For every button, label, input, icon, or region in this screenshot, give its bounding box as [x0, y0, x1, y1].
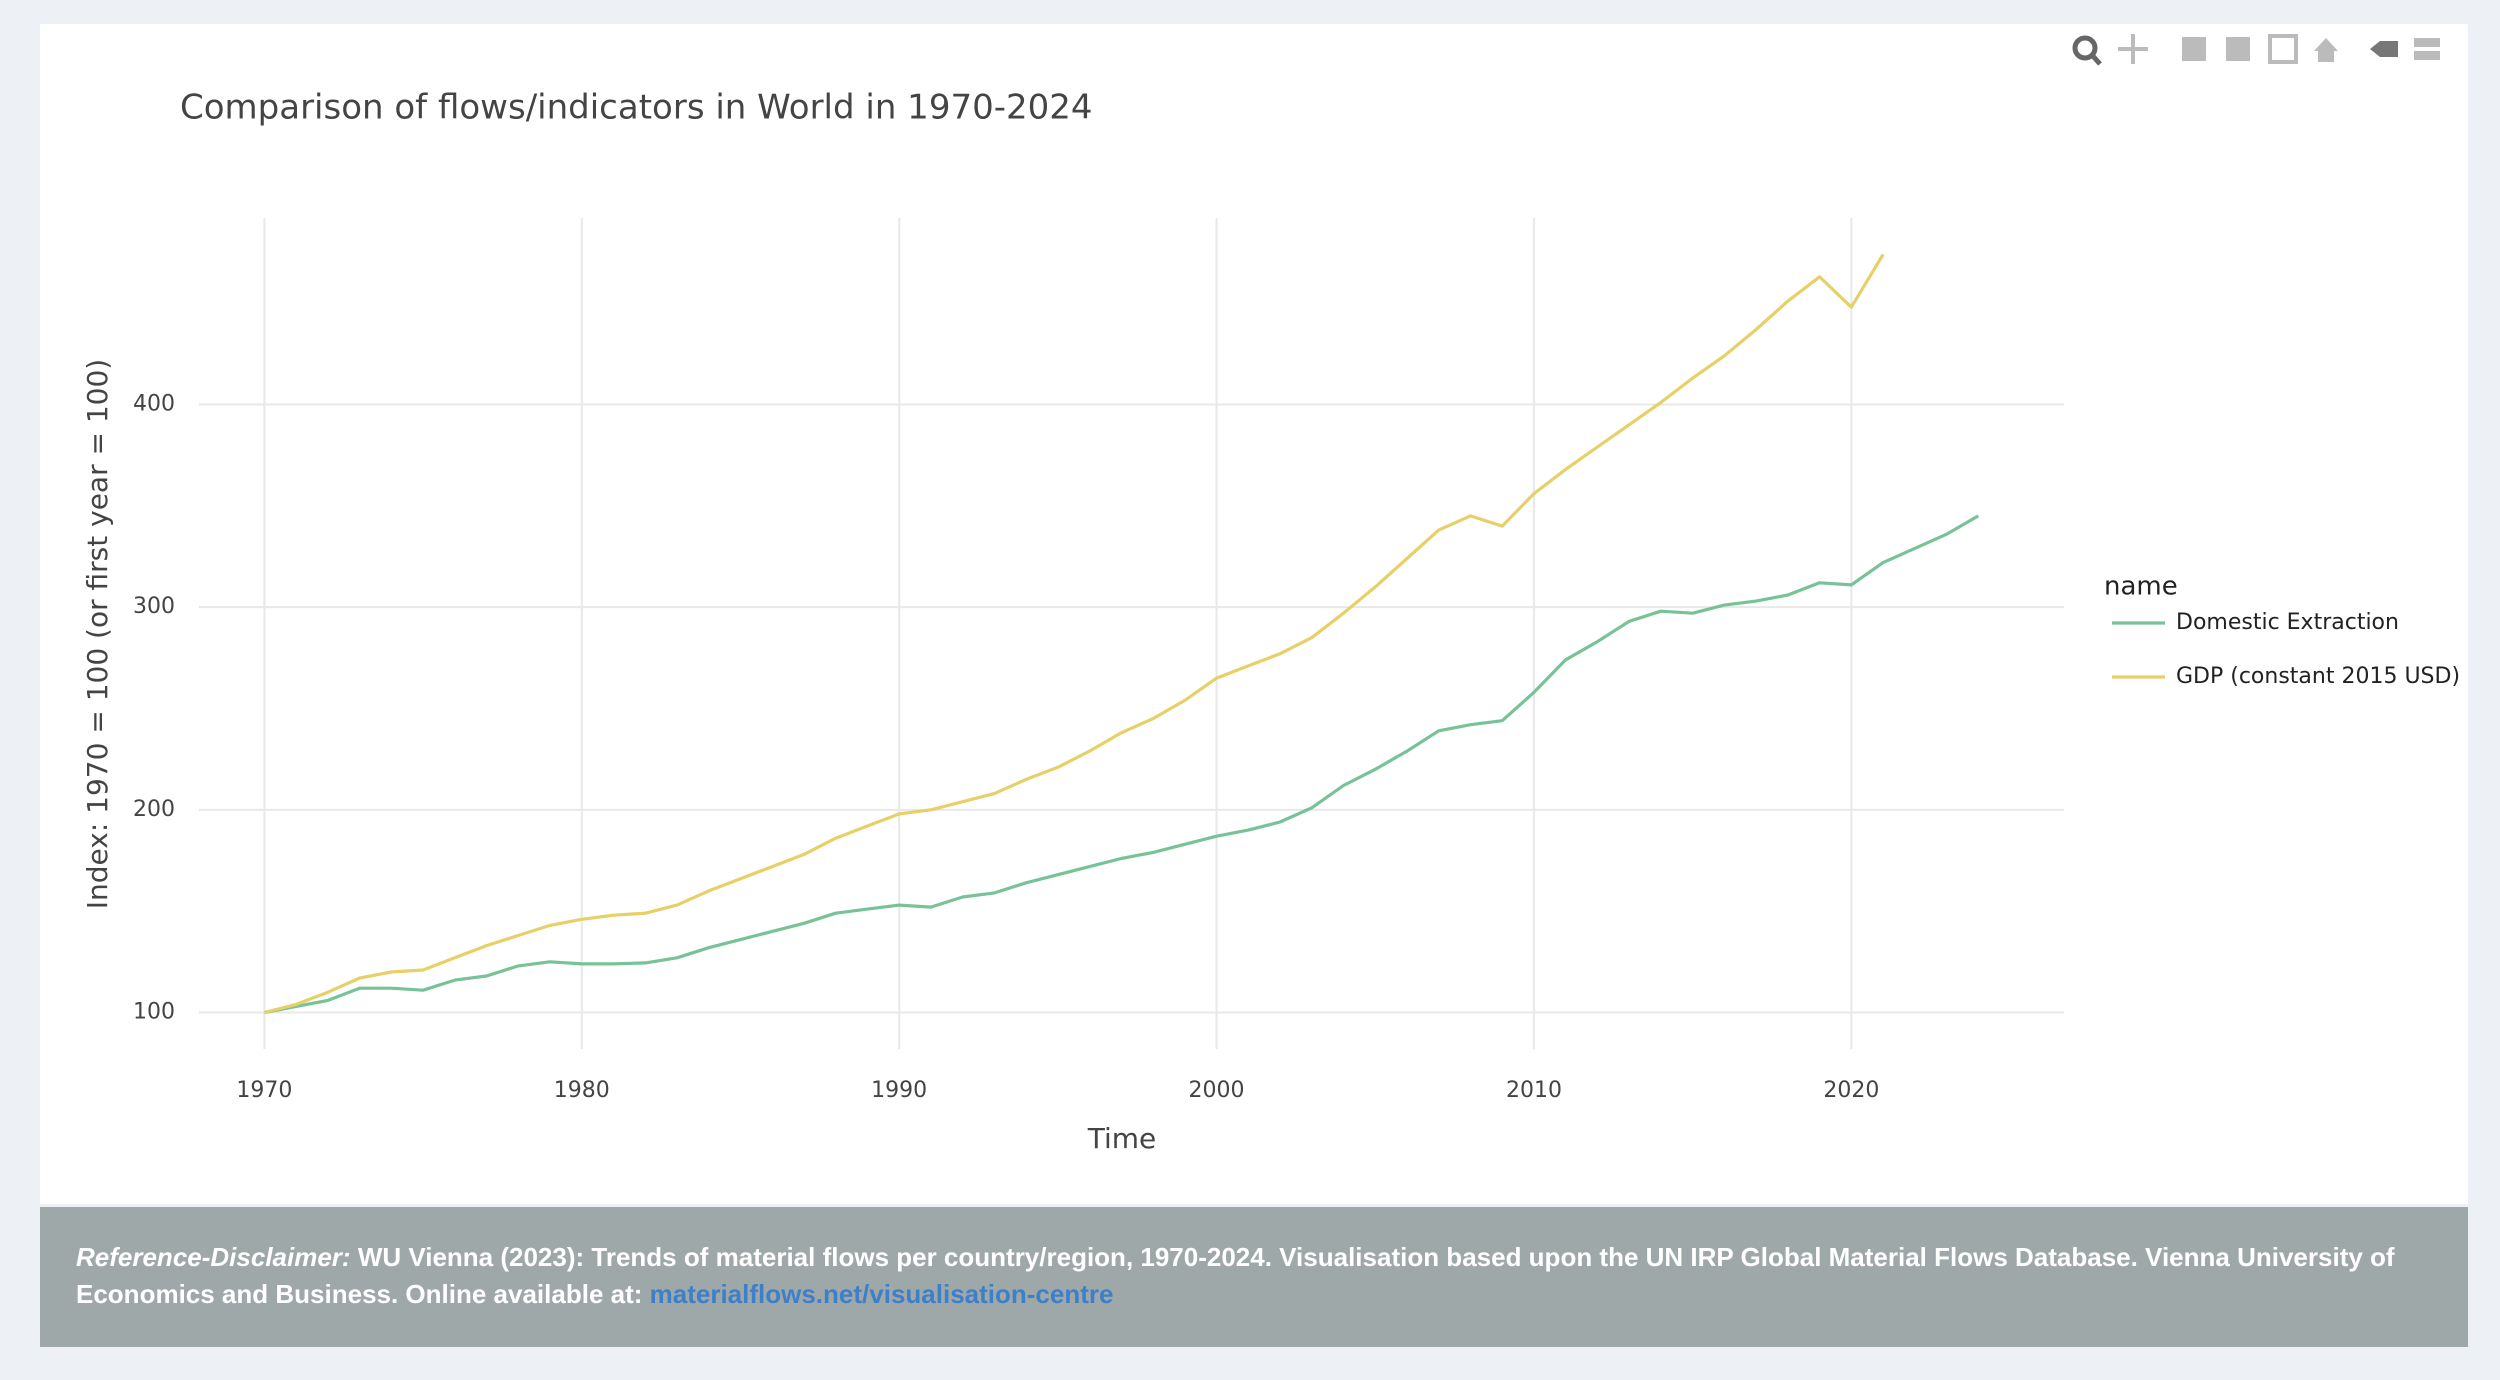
disclaimer-text: WU Vienna (2023): Trends of material flo…	[76, 1242, 2395, 1309]
legend-label: Domestic Extraction	[2176, 610, 2399, 635]
x-tick-label: 2010	[1506, 1078, 1562, 1103]
compare-button[interactable]	[2414, 38, 2440, 60]
x-tick-label: 1980	[554, 1078, 610, 1103]
modebar	[2072, 34, 2440, 66]
x-axis-title: Time	[1087, 1122, 1157, 1155]
legend-label: GDP (constant 2015 USD)	[2176, 664, 2460, 689]
y-tick-label: 400	[133, 391, 175, 416]
x-tick-label: 2000	[1189, 1078, 1245, 1103]
chart: Comparison of flows/indicators in World …	[81, 34, 2460, 1155]
disclaimer-link[interactable]: materialflows.net/visualisation-centre	[649, 1279, 1114, 1309]
x-tick-label: 1970	[236, 1078, 292, 1103]
y-tick-label: 200	[133, 797, 175, 822]
series-line	[264, 514, 1980, 1015]
zoom-button[interactable]	[2072, 35, 2102, 66]
zoom-in-button[interactable]	[2182, 37, 2206, 61]
chart-panel: Comparison of flows/indicators in World …	[40, 24, 2468, 1204]
x-tick-label: 1990	[871, 1078, 927, 1103]
pan-button[interactable]	[2118, 34, 2148, 64]
zoom-out-button[interactable]	[2226, 37, 2250, 61]
legend-title: name	[2104, 572, 2178, 602]
disclaimer: Reference-Disclaimer: WU Vienna (2023): …	[40, 1207, 2468, 1347]
reset-button[interactable]	[2314, 38, 2338, 62]
autoscale-button[interactable]	[2268, 34, 2298, 64]
chart-title: Comparison of flows/indicators in World …	[180, 88, 1093, 128]
x-tick-label: 2020	[1823, 1078, 1879, 1103]
series-line	[264, 253, 1885, 1015]
y-axis-title: Index: 1970 = 100 (or first year = 100)	[81, 359, 114, 909]
y-tick-label: 300	[133, 594, 175, 619]
y-tick-label: 100	[133, 1000, 175, 1025]
disclaimer-label: Reference-Disclaimer:	[76, 1242, 351, 1272]
spike-button[interactable]	[2370, 41, 2398, 57]
